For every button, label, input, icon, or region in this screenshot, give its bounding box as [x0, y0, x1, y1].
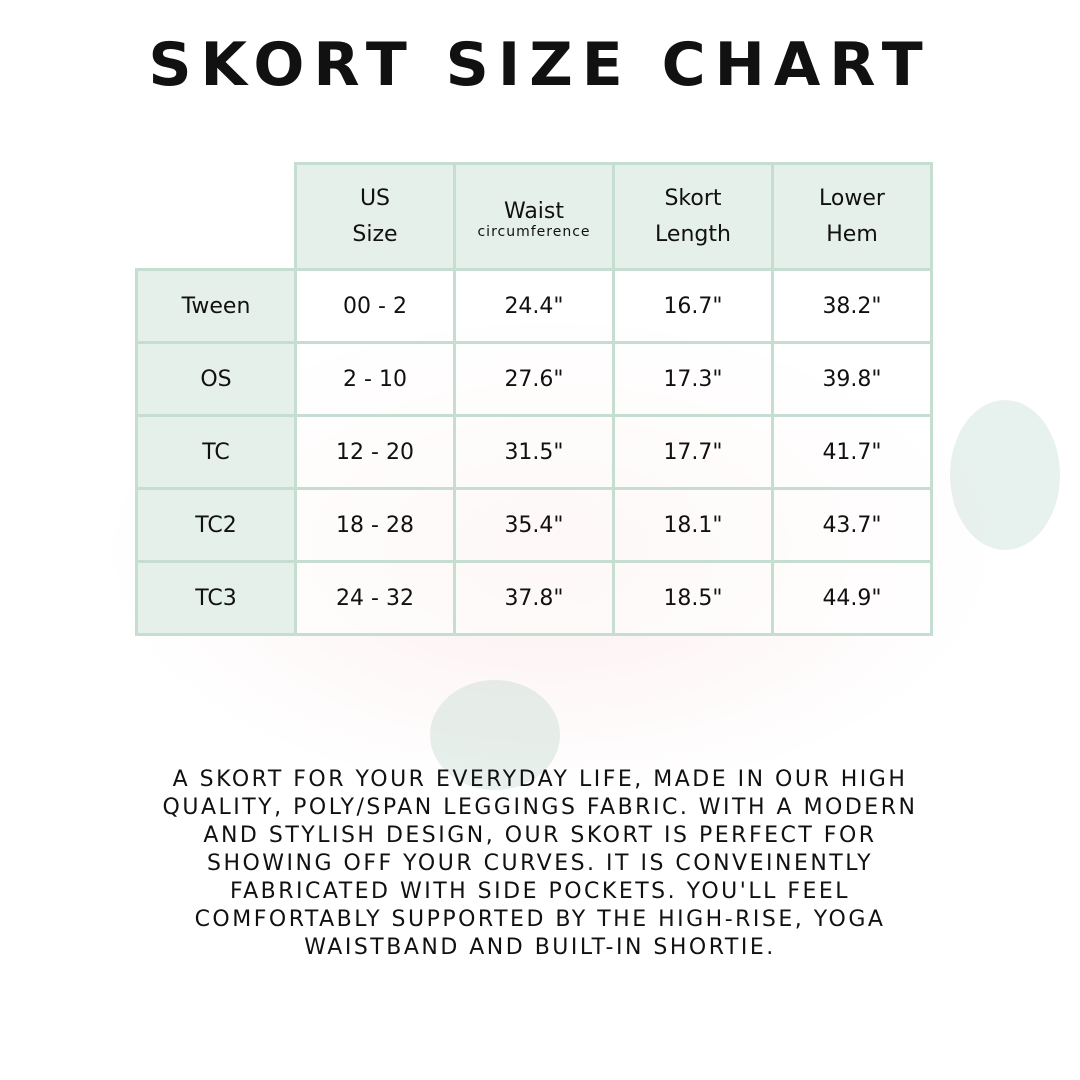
product-description: A skort for your everyday life, made in …	[0, 766, 1080, 962]
header-lower-hem: Lower Hem	[771, 162, 933, 271]
description-line: comfortably supported by the high-rise, …	[194, 907, 886, 932]
row-size-label: TC2	[135, 487, 297, 563]
cactus-decoration	[950, 400, 1060, 550]
table-row: TC2 18 - 28 35.4" 18.1" 43.7"	[135, 487, 933, 563]
table-cell: 2 - 10	[294, 341, 456, 417]
table-cell: 41.7"	[771, 414, 933, 490]
description-line: showing off your curves. It is conveinen…	[206, 851, 874, 876]
table-cell: 38.2"	[771, 268, 933, 344]
table-cell: 16.7"	[612, 268, 774, 344]
table-cell: 24.4"	[453, 268, 615, 344]
table-cell: 18 - 28	[294, 487, 456, 563]
header-text: Length	[655, 221, 731, 247]
table-cell: 24 - 32	[294, 560, 456, 636]
table-row: Tween 00 - 2 24.4" 16.7" 38.2"	[135, 268, 933, 344]
description-line: and stylish design, our skort is perfect…	[203, 823, 877, 848]
table-cell: 17.3"	[612, 341, 774, 417]
description-line: quality, poly/span leggings fabric. With…	[162, 795, 918, 820]
table-row: OS 2 - 10 27.6" 17.3" 39.8"	[135, 341, 933, 417]
row-size-label: TC3	[135, 560, 297, 636]
page-title: SKORT SIZE CHART	[148, 30, 932, 100]
table-cell: 39.8"	[771, 341, 933, 417]
header-text: Skort	[664, 186, 722, 212]
header-text: US	[359, 186, 391, 212]
header-text: Size	[352, 221, 398, 247]
table-row: TC3 24 - 32 37.8" 18.5" 44.9"	[135, 560, 933, 636]
table-row: TC 12 - 20 31.5" 17.7" 41.7"	[135, 414, 933, 490]
header-text: Lower	[819, 186, 885, 212]
table-cell: 18.5"	[612, 560, 774, 636]
table-cell: 37.8"	[453, 560, 615, 636]
header-subtext: circumference	[477, 224, 591, 241]
description-line: fabricated with side pockets. You'll fee…	[229, 879, 851, 904]
size-chart-table: US Size Waist circumference Skort Length Lo…	[135, 162, 933, 636]
table-cell: 18.1"	[612, 487, 774, 563]
row-size-label: Tween	[135, 268, 297, 344]
cactus-decoration	[430, 680, 560, 790]
header-text: Waist	[503, 198, 565, 224]
header-waist: Waist circumference	[453, 162, 615, 271]
table-cell: 44.9"	[771, 560, 933, 636]
description-line: A skort for your everyday life, made in …	[172, 767, 908, 792]
table-cell: 35.4"	[453, 487, 615, 563]
empty-corner-cell	[136, 163, 297, 271]
table-cell: 43.7"	[771, 487, 933, 563]
table-header-row: US Size Waist circumference Skort Length Lo…	[136, 162, 933, 271]
header-skort-length: Skort Length	[612, 162, 774, 271]
table-cell: 00 - 2	[294, 268, 456, 344]
table-cell: 27.6"	[453, 341, 615, 417]
table-cell: 17.7"	[612, 414, 774, 490]
table-cell: 12 - 20	[294, 414, 456, 490]
header-us-size: US Size	[294, 162, 456, 271]
description-line: waistband and built-in shortie.	[304, 935, 776, 960]
row-size-label: OS	[135, 341, 297, 417]
header-text: Hem	[826, 221, 878, 247]
row-size-label: TC	[135, 414, 297, 490]
table-cell: 31.5"	[453, 414, 615, 490]
